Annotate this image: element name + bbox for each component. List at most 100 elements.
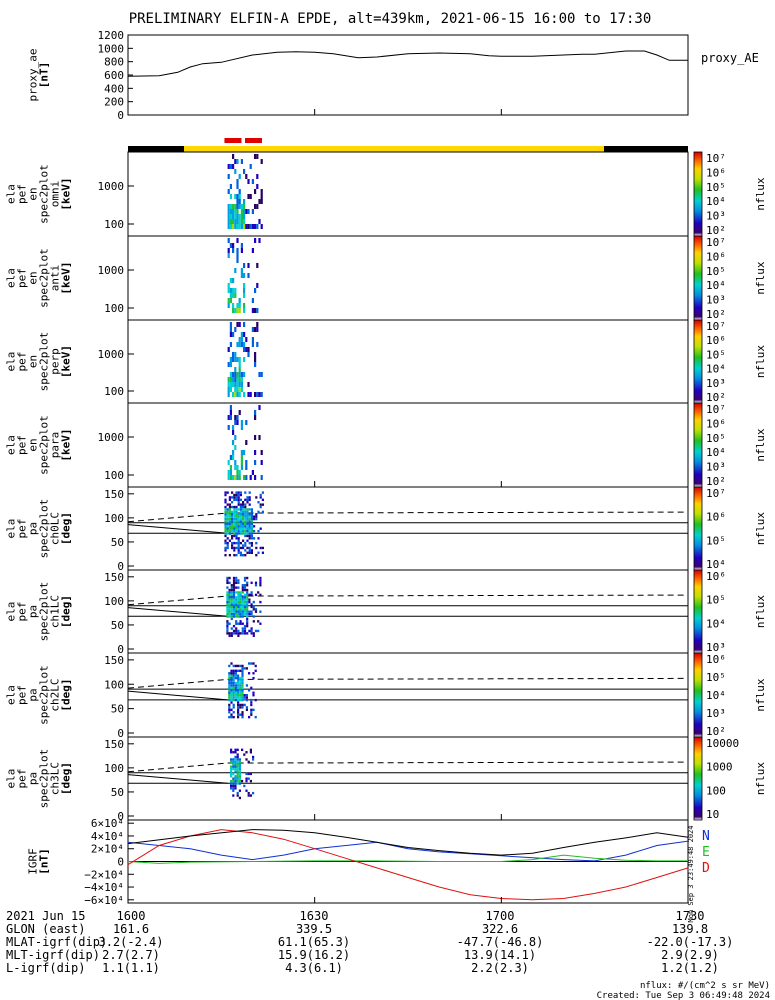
- spectrogram-cell: [238, 410, 241, 415]
- spectrogram-cell: [238, 194, 241, 199]
- pitch-cell: [232, 787, 235, 790]
- pitch-angle-panel-0-cbar-tick: 10⁶: [706, 511, 726, 524]
- spectrogram-cell: [247, 194, 250, 199]
- pitch-cell: [230, 615, 233, 618]
- pitch-cell: [241, 711, 244, 714]
- pitch-cell: [235, 541, 238, 545]
- spectrogram-cell: [236, 248, 239, 253]
- energy-spectrogram-2-label-2: en: [27, 355, 40, 368]
- spectrogram-cell: [254, 224, 257, 229]
- pitch-cell: [253, 537, 256, 540]
- spectrogram-cell: [240, 465, 243, 470]
- spectrogram-cell: [229, 298, 232, 303]
- spectrogram-cell: [227, 392, 230, 397]
- pitch-cell: [231, 546, 234, 550]
- pitch-cell: [231, 522, 234, 526]
- pitch-cell: [246, 576, 249, 580]
- ephemeris-row-label: MLT-igrf(dip): [6, 948, 100, 962]
- pitch-cell: [233, 496, 236, 499]
- spectrogram-cell: [240, 209, 243, 214]
- pitch-cell: [237, 539, 240, 542]
- spectrogram-cell: [234, 224, 237, 229]
- pitch-cell: [249, 748, 252, 752]
- pitch-cell: [231, 491, 234, 494]
- pitch-cell: [224, 539, 227, 542]
- pitch-cell: [226, 624, 229, 628]
- pitch-cell: [237, 706, 240, 709]
- pitch-cell: [241, 696, 244, 699]
- spectrogram-cell: [240, 455, 243, 460]
- pitch-cell: [234, 748, 237, 752]
- spectrogram-cell: [227, 382, 230, 387]
- pitch-angle-panel-0-tick-label: 50: [111, 536, 124, 549]
- spectrogram-cell: [254, 392, 257, 397]
- pitch-cell: [245, 684, 248, 687]
- pitch-cell: [234, 755, 237, 759]
- pitch-cell: [252, 605, 255, 609]
- pitch-angle-panel-2-frame: [127, 652, 689, 738]
- spectrogram-cell: [238, 377, 241, 382]
- pitch-cell: [239, 713, 242, 716]
- pitch-angle-panel-2-tick-label: 0: [117, 727, 124, 740]
- pitch-cell: [239, 541, 242, 545]
- energy-spectrogram-2-cbar-tick: 10³: [706, 377, 726, 390]
- spectrogram-cell: [234, 382, 237, 387]
- pitch-cell: [252, 758, 255, 761]
- pitch-cell: [224, 517, 227, 521]
- ephemeris-row-label: 2021 Jun 15: [6, 909, 85, 923]
- spectrogram-cell: [234, 194, 237, 199]
- spectrogram-cell: [229, 332, 232, 337]
- energy-spectrogram-3-cbar-tick: 10⁴: [706, 446, 726, 459]
- spectrogram-cell: [236, 470, 239, 475]
- spectrogram-cell: [229, 357, 232, 362]
- spectrogram-cell: [254, 415, 257, 420]
- pitch-cell: [235, 629, 238, 633]
- pitch-cell: [232, 576, 236, 580]
- ephemeris-row-value: -47.7(-46.8): [457, 935, 544, 949]
- energy-spectrogram-0-cbar-tick: 10²: [706, 224, 726, 237]
- pitch-cell: [248, 662, 251, 665]
- pitch-cell: [232, 779, 235, 783]
- pitch-cell: [241, 706, 244, 709]
- pitch-cell: [248, 551, 251, 554]
- pitch-cell: [244, 505, 247, 509]
- pitch-cell: [230, 596, 233, 599]
- pitch-cell: [246, 608, 249, 611]
- pitch-angle-panel-1-loss-cone-trend: [127, 607, 228, 617]
- igrf-tick-label: 0: [117, 856, 124, 869]
- pitch-cell: [224, 510, 227, 514]
- pitch-cell: [239, 525, 242, 528]
- burst-marker: [224, 138, 242, 143]
- pitch-cell: [246, 605, 249, 609]
- spectrogram-cell: [254, 475, 257, 480]
- spectrogram-cell: [229, 293, 232, 298]
- pitch-cell: [246, 513, 249, 516]
- pitch-cell: [246, 581, 249, 585]
- pitch-cell: [235, 581, 238, 585]
- energy-spectrogram-3-tick-label: 1000: [98, 431, 125, 444]
- pitch-cell: [235, 620, 238, 623]
- energy-spectrogram-1-label-2: en: [27, 271, 40, 284]
- energy-spectrogram-0-label-4: omni: [49, 181, 62, 208]
- energy-spectrogram-2-tick-label: 100: [104, 385, 124, 398]
- pitch-cell: [250, 629, 253, 633]
- pitch-cell: [244, 525, 247, 528]
- pitch-cell: [248, 715, 251, 719]
- pitch-cell: [238, 789, 241, 792]
- pitch-angle-panel-0-tick-label: 100: [104, 512, 124, 525]
- spectrogram-cell: [232, 303, 235, 308]
- spectrogram-cell: [240, 332, 243, 337]
- pitch-cell: [246, 615, 249, 618]
- spectrogram-cell: [240, 337, 243, 342]
- pitch-cell: [242, 546, 245, 550]
- pitch-cell: [235, 513, 238, 516]
- pitch-cell: [259, 527, 262, 530]
- science-zone-black-end: [604, 146, 688, 152]
- pitch-cell: [239, 622, 242, 625]
- spectrogram-cell: [243, 322, 246, 327]
- science-zone-black-start: [128, 146, 184, 152]
- pitch-angle-panel-0-tick-label: 150: [104, 488, 124, 501]
- pitch-cell: [241, 691, 244, 694]
- proxy-ae-tick-label: 200: [104, 96, 124, 109]
